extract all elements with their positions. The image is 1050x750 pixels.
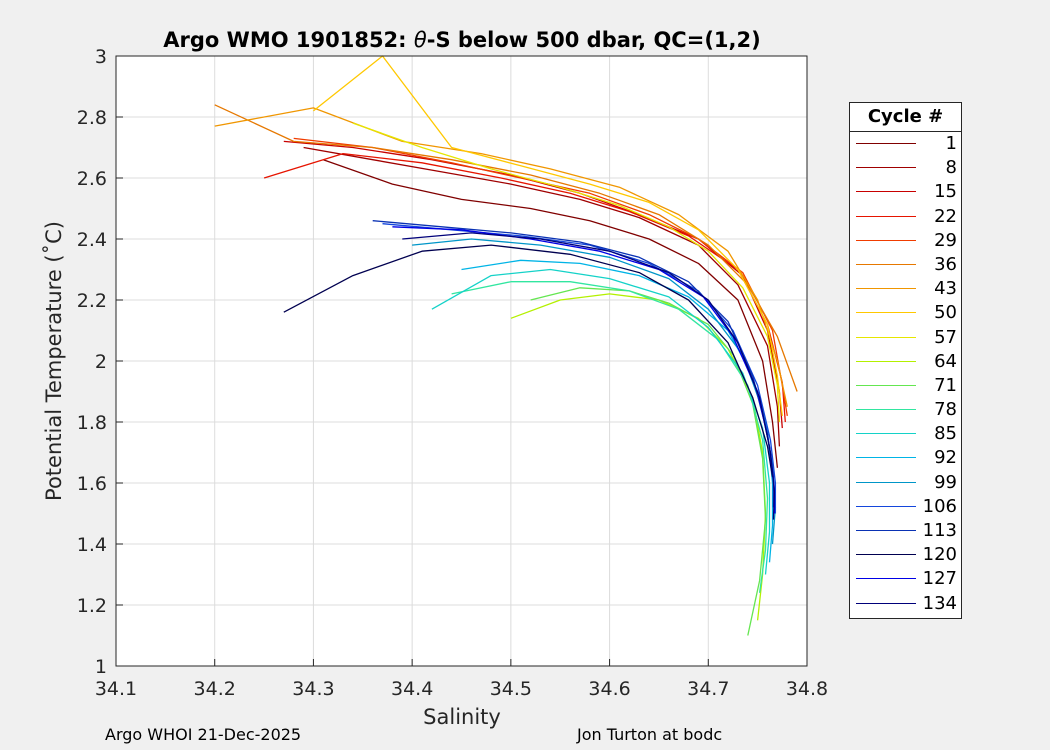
- legend-label: 15: [934, 181, 957, 203]
- legend-swatch: [856, 288, 916, 290]
- legend-label: 71: [934, 374, 957, 396]
- legend-swatch: [856, 143, 916, 144]
- legend-entry-cycle-78: 78: [850, 398, 961, 422]
- legend-swatch: [856, 384, 916, 386]
- legend-entry-cycle-8: 8: [850, 156, 961, 180]
- legend-label: 113: [922, 520, 957, 541]
- legend-swatch: [856, 191, 916, 193]
- x-axis-label: Salinity: [423, 705, 501, 729]
- legend-label: 134: [922, 592, 957, 614]
- legend-label: 29: [934, 229, 957, 251]
- legend-entry-cycle-113: 113: [850, 519, 961, 543]
- legend-swatch: [856, 312, 916, 314]
- y-tick-label: 1: [95, 656, 107, 678]
- series-line-cycle-134: [402, 232, 776, 520]
- legend-label: 57: [934, 326, 957, 348]
- series-line-cycle-29: [293, 137, 788, 417]
- x-tick-labels: 34.1 34.2 34.3 34.4 34.5 34.6 34.7 34.8: [95, 659, 828, 700]
- legend-label: 99: [934, 471, 957, 493]
- x-tick-label: 34.7: [687, 678, 729, 700]
- series-line-cycle-8: [303, 146, 781, 447]
- x-tick-label: 34.4: [391, 678, 433, 700]
- legend-entry-cycle-29: 29: [850, 229, 961, 253]
- legend-label: 50: [934, 302, 957, 324]
- legend-title: Cycle #: [850, 103, 961, 132]
- legend-entry-cycle-1: 1: [850, 132, 961, 156]
- legend-label: 1: [945, 133, 957, 154]
- y-tick-label: 2.6: [77, 168, 107, 190]
- x-tick-label: 34.6: [588, 678, 630, 700]
- legend-swatch: [856, 481, 916, 483]
- legend-entry-cycle-85: 85: [850, 422, 961, 446]
- series-line-cycle-85: [431, 268, 771, 575]
- y-tick-label: 3: [95, 46, 107, 68]
- legend-swatch: [856, 239, 916, 241]
- legend-swatch: [856, 530, 916, 531]
- legend-label: 64: [934, 350, 957, 372]
- legend-label: 78: [934, 399, 957, 421]
- legend-swatch: [856, 578, 916, 580]
- legend-entry-cycle-22: 22: [850, 205, 961, 229]
- legend-label: 120: [922, 544, 957, 566]
- legend-label: 92: [934, 447, 957, 469]
- legend-entry-cycle-64: 64: [850, 350, 961, 374]
- legend-entry-cycle-57: 57: [850, 326, 961, 350]
- series-line-cycle-57: [352, 122, 781, 423]
- legend-entry-cycle-127: 127: [850, 567, 961, 591]
- legend-entry-cycle-43: 43: [850, 277, 961, 301]
- y-tick-label: 1.4: [77, 534, 107, 556]
- y-tick-label: 2.2: [77, 290, 107, 312]
- legend-swatch: [856, 263, 916, 265]
- y-tick-label: 1.8: [77, 412, 107, 434]
- legend-swatch: [856, 505, 916, 507]
- legend-entry-cycle-99: 99: [850, 471, 961, 495]
- footer-source-date: Argo WHOI 21-Dec-2025: [105, 725, 302, 744]
- legend-swatch: [856, 602, 916, 604]
- legend: Cycle # 1 8 15 22 29 36 43 50 57 64 71 78 85 92 99 106 1…: [849, 102, 962, 619]
- y-tick-label: 1.6: [77, 473, 107, 495]
- legend-swatch: [856, 336, 916, 338]
- y-tick-label: 2.4: [77, 229, 107, 251]
- legend-swatch: [856, 554, 916, 556]
- chart-title: Argo WMO 1901852: θ-S below 500 dbar, QC…: [163, 28, 760, 52]
- legend-entry-cycle-15: 15: [850, 180, 961, 204]
- series-line-cycle-1: [323, 159, 779, 468]
- legend-swatch: [856, 167, 916, 169]
- legend-label: 85: [934, 423, 957, 445]
- y-axis-label: Potential Temperature (˚C): [42, 221, 66, 501]
- legend-label: 8: [945, 157, 957, 179]
- legend-swatch: [856, 409, 916, 411]
- series-line-cycle-120: [283, 244, 774, 478]
- legend-entry-cycle-36: 36: [850, 253, 961, 277]
- legend-entry-cycle-134: 134: [850, 592, 961, 616]
- legend-label: 127: [922, 568, 957, 590]
- legend-swatch: [856, 457, 916, 459]
- legend-entry-cycle-92: 92: [850, 446, 961, 470]
- x-tick-label: 34.2: [194, 678, 236, 700]
- x-tick-label: 34.8: [786, 678, 828, 700]
- y-tick-label: 2.8: [77, 107, 107, 129]
- legend-label: 36: [934, 253, 957, 275]
- legend-entry-cycle-71: 71: [850, 374, 961, 398]
- legend-swatch: [856, 433, 916, 435]
- x-tick-label: 34.1: [95, 678, 137, 700]
- legend-swatch: [856, 215, 916, 217]
- legend-entry-cycle-106: 106: [850, 495, 961, 519]
- y-tick-label: 1.2: [77, 595, 107, 617]
- legend-entry-cycle-50: 50: [850, 301, 961, 325]
- x-tick-label: 34.5: [490, 678, 532, 700]
- series-layer: [214, 55, 798, 636]
- y-tick-label: 2: [95, 351, 107, 373]
- legend-swatch: [856, 360, 916, 362]
- legend-label: 106: [922, 495, 957, 517]
- legend-label: 43: [934, 278, 957, 300]
- legend-entry-cycle-120: 120: [850, 543, 961, 567]
- y-tick-labels: 1 1.2 1.4 1.6 1.8 2 2.2 2.4 2.6 2.8 3: [77, 46, 123, 678]
- x-tick-label: 34.3: [292, 678, 334, 700]
- footer-author: Jon Turton at bodc: [577, 725, 723, 744]
- series-line-cycle-50: [312, 55, 783, 416]
- legend-entries: 1 8 15 22 29 36 43 50 57 64 71 78 85 92 99 106 113 120 127…: [850, 132, 961, 616]
- legend-label: 22: [934, 205, 957, 227]
